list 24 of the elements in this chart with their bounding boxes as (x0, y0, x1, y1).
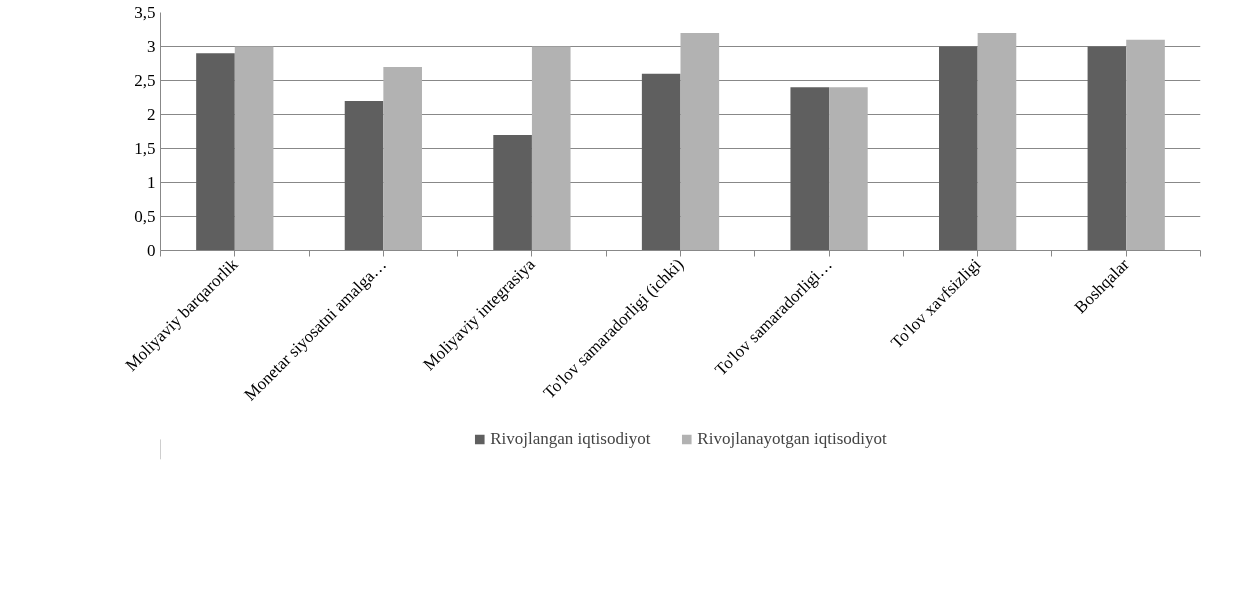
y-tick-label: 2 (147, 105, 156, 124)
y-tick-label: 3 (147, 37, 156, 56)
bar (493, 134, 532, 251)
bar (1087, 46, 1127, 251)
y-tick-label: 1,5 (134, 139, 156, 158)
bar (939, 46, 978, 251)
bar (829, 87, 868, 251)
bar (641, 73, 681, 251)
bar (234, 46, 274, 251)
y-tick-label: 3,5 (134, 3, 156, 22)
bar (196, 53, 235, 251)
y-tick-label: 0 (147, 241, 156, 260)
bar (1126, 39, 1165, 251)
legend-label: Rivojlanayotgan iqtisodiyot (697, 429, 887, 449)
bar (344, 100, 384, 251)
y-tick-label: 2,5 (134, 71, 156, 90)
bar (977, 32, 1017, 251)
bar (790, 87, 830, 251)
legend-label: Rivojlangan iqtisodiyot (490, 429, 651, 449)
bar (680, 32, 720, 251)
y-tick-label: 1 (147, 173, 156, 192)
y-tick-label: 0,5 (134, 207, 156, 226)
bar (383, 66, 422, 251)
bar (531, 46, 571, 251)
